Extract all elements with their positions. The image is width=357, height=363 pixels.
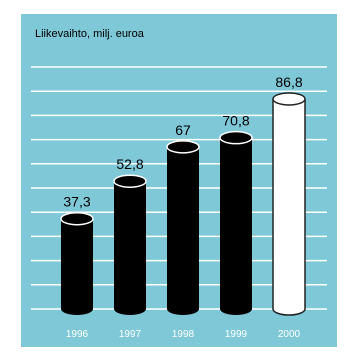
x-tick-label: 2000	[278, 329, 301, 340]
chart-title: Liikevaihto, milj. euroa	[35, 28, 145, 40]
chart-panel: 37,3 52,8 67 70,8 86,8 1996 1997 1998 1999 2000 …	[21, 14, 337, 347]
value-label: 67	[175, 122, 191, 138]
bar-2000	[272, 92, 306, 316]
bar-1999	[219, 130, 253, 315]
x-tick-label: 1998	[172, 329, 195, 340]
x-tick-label: 1999	[225, 329, 248, 340]
value-label: 52,8	[116, 156, 143, 172]
bar-1997	[113, 174, 147, 315]
x-tick-label: 1996	[66, 329, 89, 340]
bar-1998	[166, 140, 200, 315]
value-label: 37,3	[63, 194, 90, 210]
x-tick-label: 1997	[119, 329, 142, 340]
value-label: 86,8	[275, 74, 302, 90]
bar-1996	[60, 211, 94, 315]
value-label: 70,8	[222, 113, 249, 129]
